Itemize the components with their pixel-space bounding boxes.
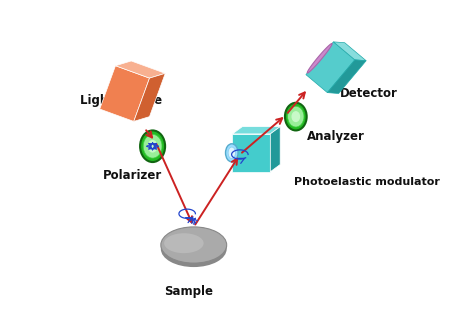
Polygon shape [134, 73, 165, 122]
Ellipse shape [164, 233, 204, 253]
Ellipse shape [228, 147, 236, 159]
Polygon shape [270, 126, 280, 172]
Ellipse shape [140, 130, 165, 162]
Text: Polarizer: Polarizer [103, 169, 163, 182]
Ellipse shape [147, 140, 158, 153]
Polygon shape [161, 245, 227, 249]
Ellipse shape [161, 231, 227, 267]
Ellipse shape [288, 106, 304, 127]
Ellipse shape [226, 144, 238, 162]
Text: Light source: Light source [80, 94, 162, 107]
Text: Detector: Detector [340, 87, 398, 100]
Ellipse shape [161, 227, 227, 263]
Polygon shape [100, 66, 149, 122]
Polygon shape [306, 42, 355, 93]
Ellipse shape [292, 111, 300, 122]
Polygon shape [232, 134, 270, 172]
Polygon shape [328, 60, 366, 94]
Polygon shape [116, 61, 165, 78]
Polygon shape [307, 43, 332, 73]
Ellipse shape [285, 103, 307, 130]
Text: Photoelastic modulator: Photoelastic modulator [294, 178, 440, 188]
Polygon shape [333, 42, 366, 61]
Text: Sample: Sample [164, 285, 213, 297]
Text: Analyzer: Analyzer [307, 130, 365, 143]
Ellipse shape [143, 134, 162, 158]
Polygon shape [232, 126, 280, 134]
